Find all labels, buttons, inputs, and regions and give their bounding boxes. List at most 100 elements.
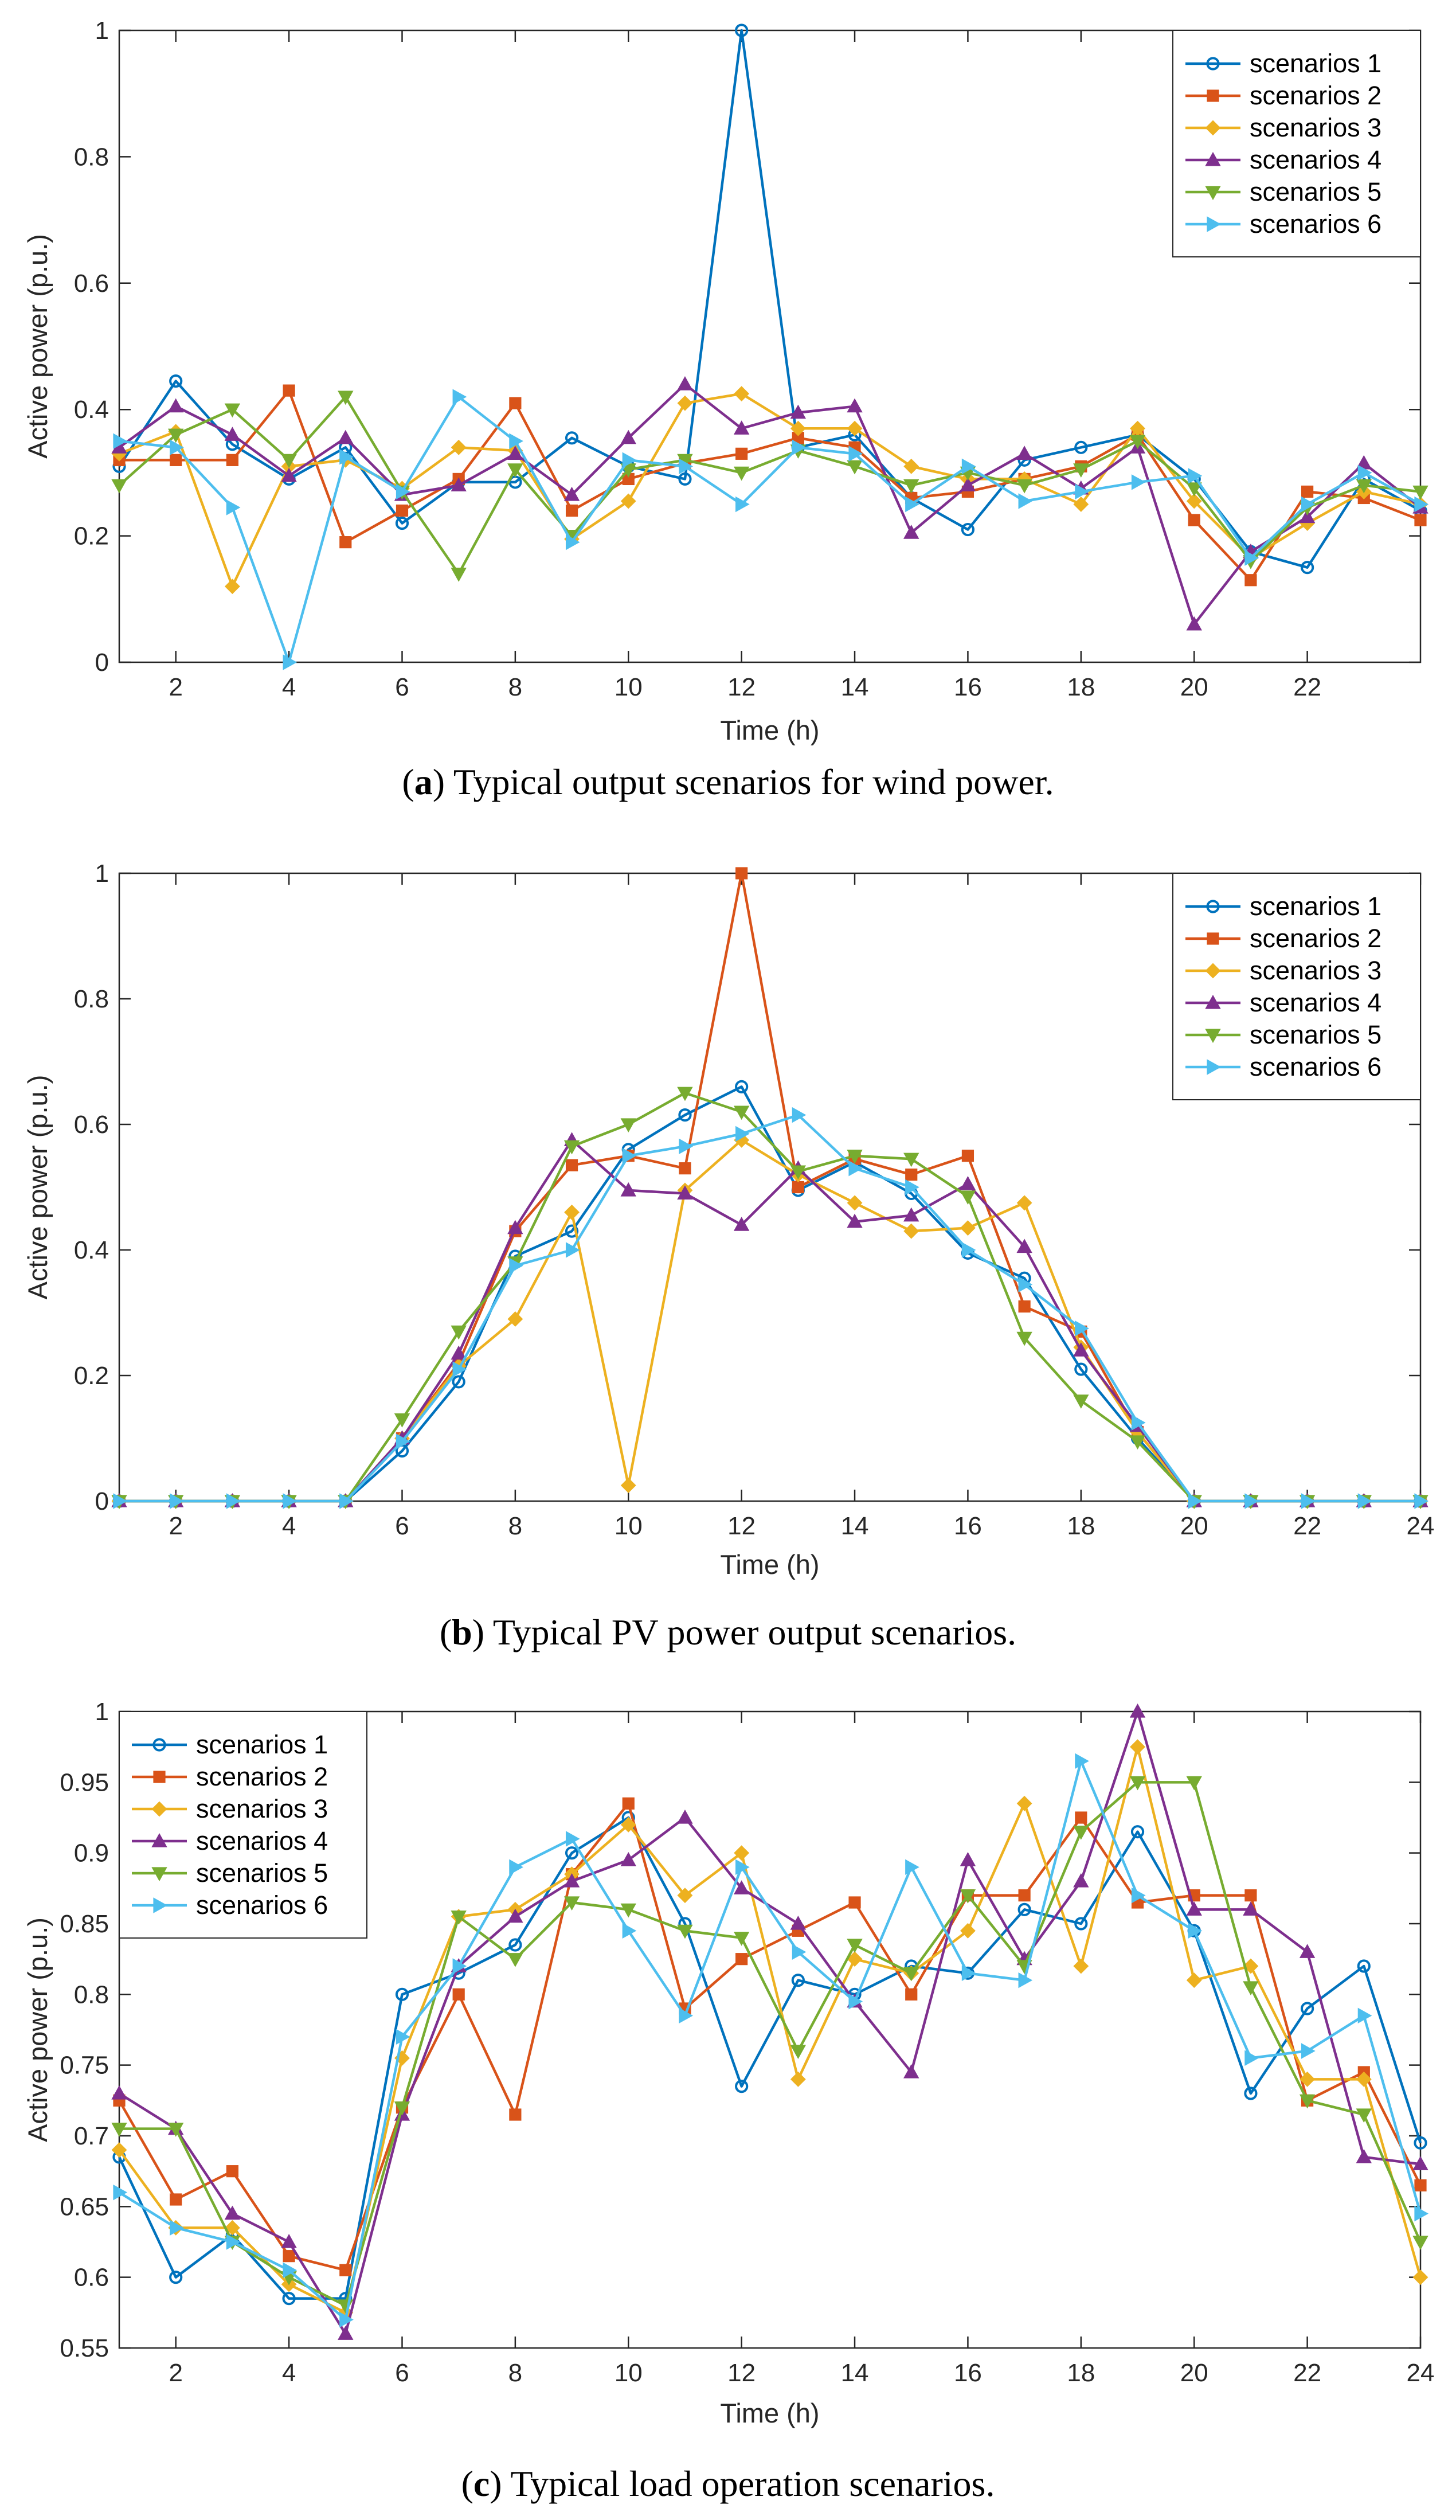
data-point [113, 1493, 128, 1509]
data-point [961, 522, 975, 537]
data-point [961, 1965, 976, 1982]
data-point [1356, 479, 1372, 494]
data-point [1186, 1776, 1202, 1791]
data-point [451, 1910, 467, 1925]
data-point [1129, 435, 1146, 450]
data-point [1244, 2050, 1259, 2066]
series-line [118, 1760, 1422, 2321]
data-point [169, 374, 183, 388]
data-point [792, 1107, 807, 1123]
x-tick-label: 22 [1293, 1512, 1321, 1540]
series-line [119, 392, 1421, 588]
data-point [396, 2029, 410, 2045]
series-line [119, 1114, 1420, 1503]
data-point [1131, 474, 1146, 490]
data-point [1016, 1331, 1032, 1346]
data-point [1188, 1923, 1203, 1939]
data-point [620, 1816, 636, 1833]
data-point [565, 534, 580, 550]
legend-label: scenarios 5 [196, 1858, 328, 1888]
x-tick-label: 18 [1067, 673, 1095, 701]
x-tick-label: 22 [1293, 2359, 1321, 2387]
data-point [452, 1375, 465, 1389]
data-point [170, 1493, 184, 1509]
data-point [1301, 561, 1314, 575]
y-tick-label: 1 [95, 1698, 109, 1726]
series-6 [113, 1753, 1429, 2328]
legend-label: scenarios 1 [196, 1730, 328, 1759]
data-point [338, 2326, 354, 2340]
series-line [118, 1802, 1422, 2272]
x-tick-label: 14 [841, 673, 869, 701]
series-line [118, 1816, 1422, 2300]
data-point [451, 1345, 467, 1360]
data-point [792, 1944, 807, 1960]
legend-marker [1205, 186, 1221, 201]
data-point [1243, 1981, 1259, 1996]
data-point [1074, 1917, 1088, 1931]
y-tick-label: 0 [95, 1487, 109, 1515]
data-point [735, 1953, 748, 1966]
x-tick-label: 18 [1067, 2359, 1095, 2387]
legend-label: scenarios 6 [196, 1890, 328, 1920]
data-point [905, 1988, 918, 2001]
x-tick-label: 8 [508, 1512, 522, 1540]
data-point [792, 1181, 804, 1194]
legend-label: scenarios 4 [1250, 988, 1381, 1017]
data-point [1357, 1959, 1371, 1973]
data-point [1017, 1902, 1031, 1916]
data-point [905, 1859, 919, 1876]
data-point [905, 1169, 918, 1181]
caption-a: (a) Typical output scenarios for wind po… [402, 761, 1054, 802]
data-point [565, 431, 579, 445]
data-point [1075, 1753, 1089, 1769]
data-point [1414, 514, 1427, 526]
series-line [118, 382, 1422, 626]
data-point [622, 1148, 637, 1164]
caption-b: (b) Typical PV power output scenarios. [440, 1612, 1016, 1652]
data-point [677, 1185, 693, 1200]
data-point [1131, 1415, 1146, 1431]
data-point [1075, 1320, 1089, 1337]
y-tick-label: 1 [95, 17, 109, 45]
data-point [903, 1152, 919, 1167]
data-point [1357, 2007, 1372, 2024]
data-point [509, 2108, 522, 2121]
legend-label: scenarios 4 [196, 1826, 328, 1855]
data-point [960, 1220, 976, 1236]
data-point [509, 397, 522, 409]
data-point [339, 536, 352, 549]
data-point [1073, 1826, 1089, 1840]
data-point [848, 1993, 863, 2010]
data-point [1244, 1889, 1257, 1902]
data-point [111, 2123, 127, 2137]
data-point [1018, 1300, 1031, 1313]
data-point [677, 1809, 693, 1824]
data-point [226, 454, 238, 466]
data-point [224, 579, 240, 595]
data-point [565, 1242, 580, 1258]
data-point [735, 1859, 750, 1876]
x-tick-label: 16 [954, 673, 982, 701]
series-line [118, 395, 1421, 575]
data-point [226, 2165, 238, 2178]
x-axis-label: Time (h) [720, 715, 819, 745]
legend-marker [1205, 994, 1221, 1009]
data-point [1186, 1901, 1202, 1916]
data-point [791, 1974, 805, 1987]
data-point [733, 1880, 750, 1894]
legend-marker [1205, 963, 1221, 979]
data-point [1412, 2156, 1428, 2170]
legend-label: scenarios 2 [196, 1762, 328, 1791]
data-point [1301, 485, 1314, 498]
data-point [1016, 1238, 1032, 1253]
data-point [282, 2292, 296, 2306]
data-point [1243, 1958, 1259, 1974]
y-tick-label: 0 [95, 648, 109, 677]
data-point [224, 2220, 240, 2236]
x-tick-label: 16 [954, 2359, 982, 2387]
x-tick-label: 14 [841, 1512, 869, 1540]
data-point [1018, 1889, 1031, 1902]
data-point [1129, 1703, 1146, 1718]
data-point [170, 2193, 182, 2206]
